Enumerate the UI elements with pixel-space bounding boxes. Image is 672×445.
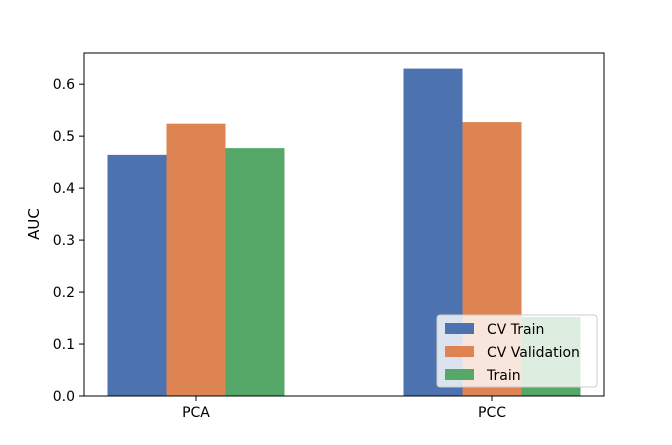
y-tick-label: 0.3	[53, 233, 75, 249]
y-axis-ticks: 0.0 0.1 0.2 0.3 0.4 0.5 0.6	[53, 77, 84, 405]
legend-label: CV Train	[487, 322, 544, 338]
legend: CV Train CV Validation Train	[436, 314, 598, 388]
x-tick-label: PCA	[182, 405, 210, 421]
axes-group	[83, 52, 605, 397]
legend-label: Train	[486, 368, 521, 384]
y-tick-label: 0.5	[53, 129, 75, 145]
y-tick-label: 0.6	[53, 77, 75, 93]
bar-pca-train	[225, 148, 285, 396]
legend-swatch-train	[445, 369, 474, 380]
bar-pca-cv-train	[107, 154, 167, 396]
y-axis-label: AUC	[25, 208, 43, 240]
x-axis-ticks: PCA PCC	[182, 396, 506, 421]
legend-label: CV Validation	[487, 345, 580, 361]
y-tick-label: 0.4	[53, 181, 75, 197]
legend-swatch-cv-train	[445, 323, 474, 334]
y-tick-label: 0.1	[53, 337, 75, 353]
x-tick-label: PCC	[478, 405, 506, 421]
bar-pca-cv-validation	[166, 123, 226, 397]
y-tick-label: 0.0	[53, 389, 75, 405]
legend-swatch-cv-validation	[445, 346, 474, 357]
y-tick-label: 0.2	[53, 285, 75, 301]
legend-box	[436, 314, 598, 388]
plot-frame	[83, 52, 605, 397]
